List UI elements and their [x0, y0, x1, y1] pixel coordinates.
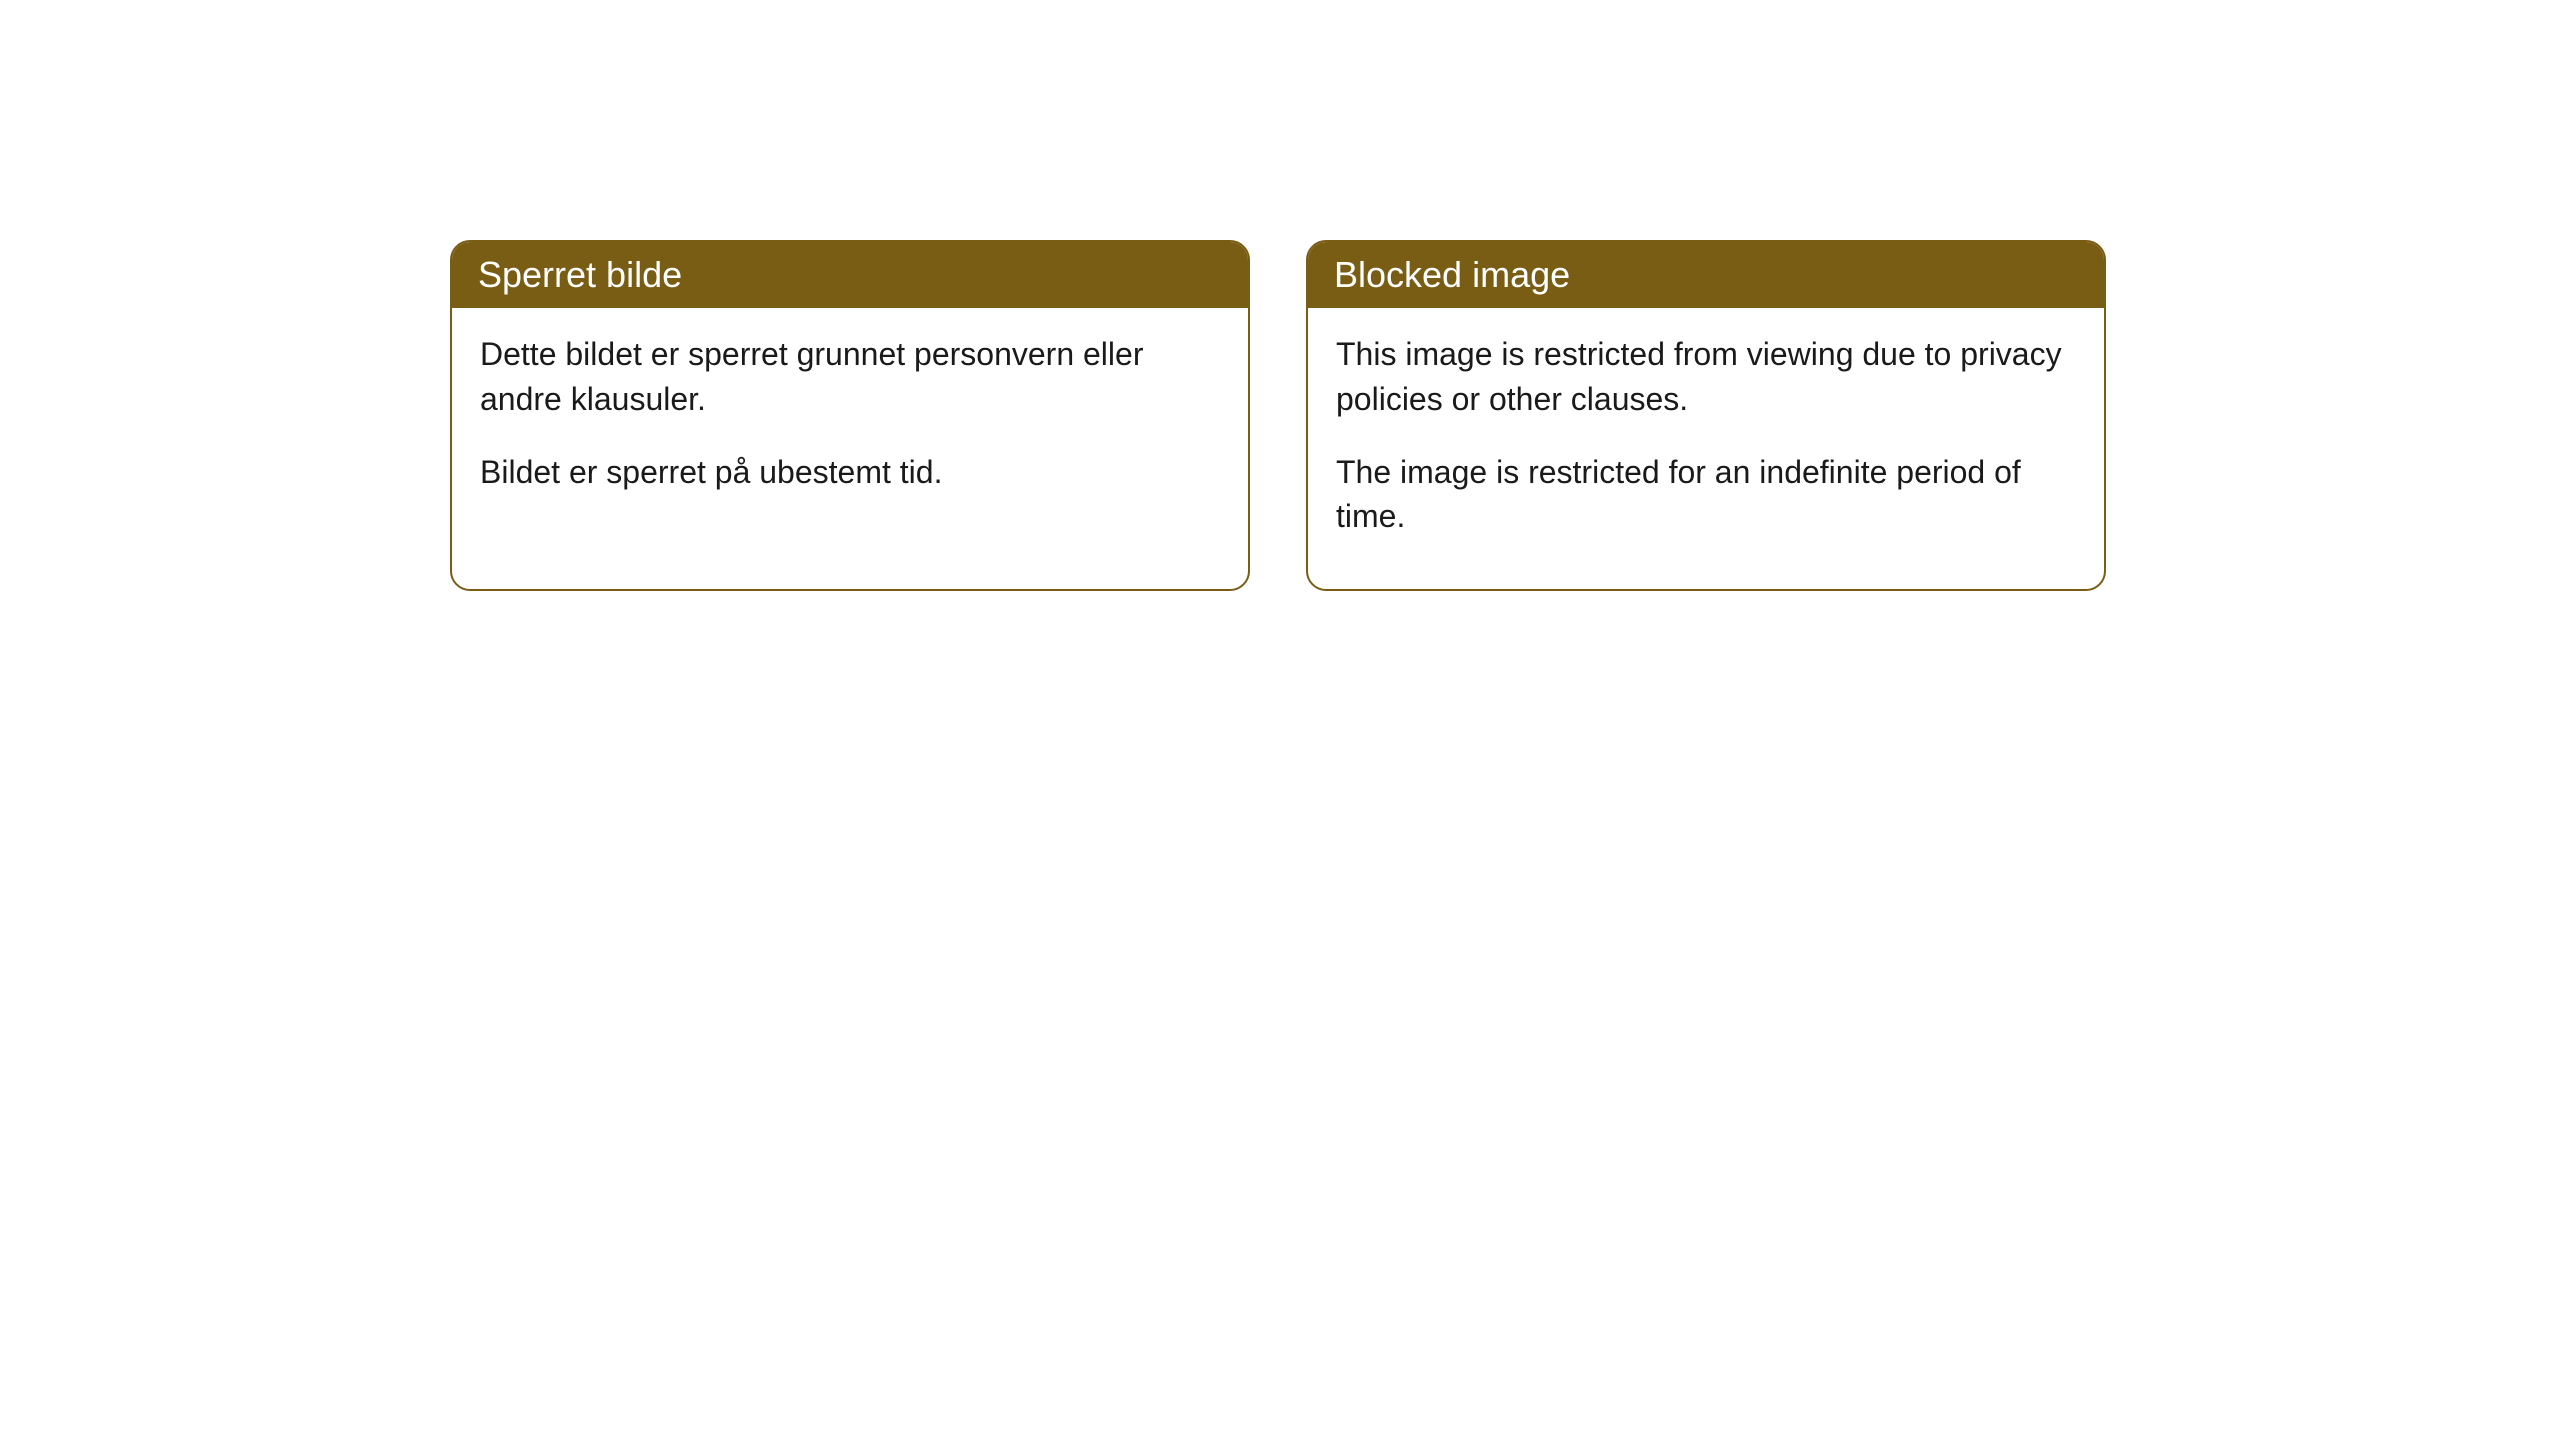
- card-body: Dette bildet er sperret grunnet personve…: [452, 308, 1248, 544]
- cards-container: Sperret bilde Dette bildet er sperret gr…: [450, 240, 2560, 591]
- card-title: Sperret bilde: [478, 254, 682, 295]
- card-paragraph: Bildet er sperret på ubestemt tid.: [480, 450, 1220, 495]
- card-title: Blocked image: [1334, 254, 1570, 295]
- card-norwegian: Sperret bilde Dette bildet er sperret gr…: [450, 240, 1250, 591]
- card-header: Blocked image: [1308, 242, 2104, 308]
- card-paragraph: This image is restricted from viewing du…: [1336, 332, 2076, 422]
- card-body: This image is restricted from viewing du…: [1308, 308, 2104, 589]
- card-header: Sperret bilde: [452, 242, 1248, 308]
- card-english: Blocked image This image is restricted f…: [1306, 240, 2106, 591]
- card-paragraph: The image is restricted for an indefinit…: [1336, 450, 2076, 540]
- card-paragraph: Dette bildet er sperret grunnet personve…: [480, 332, 1220, 422]
